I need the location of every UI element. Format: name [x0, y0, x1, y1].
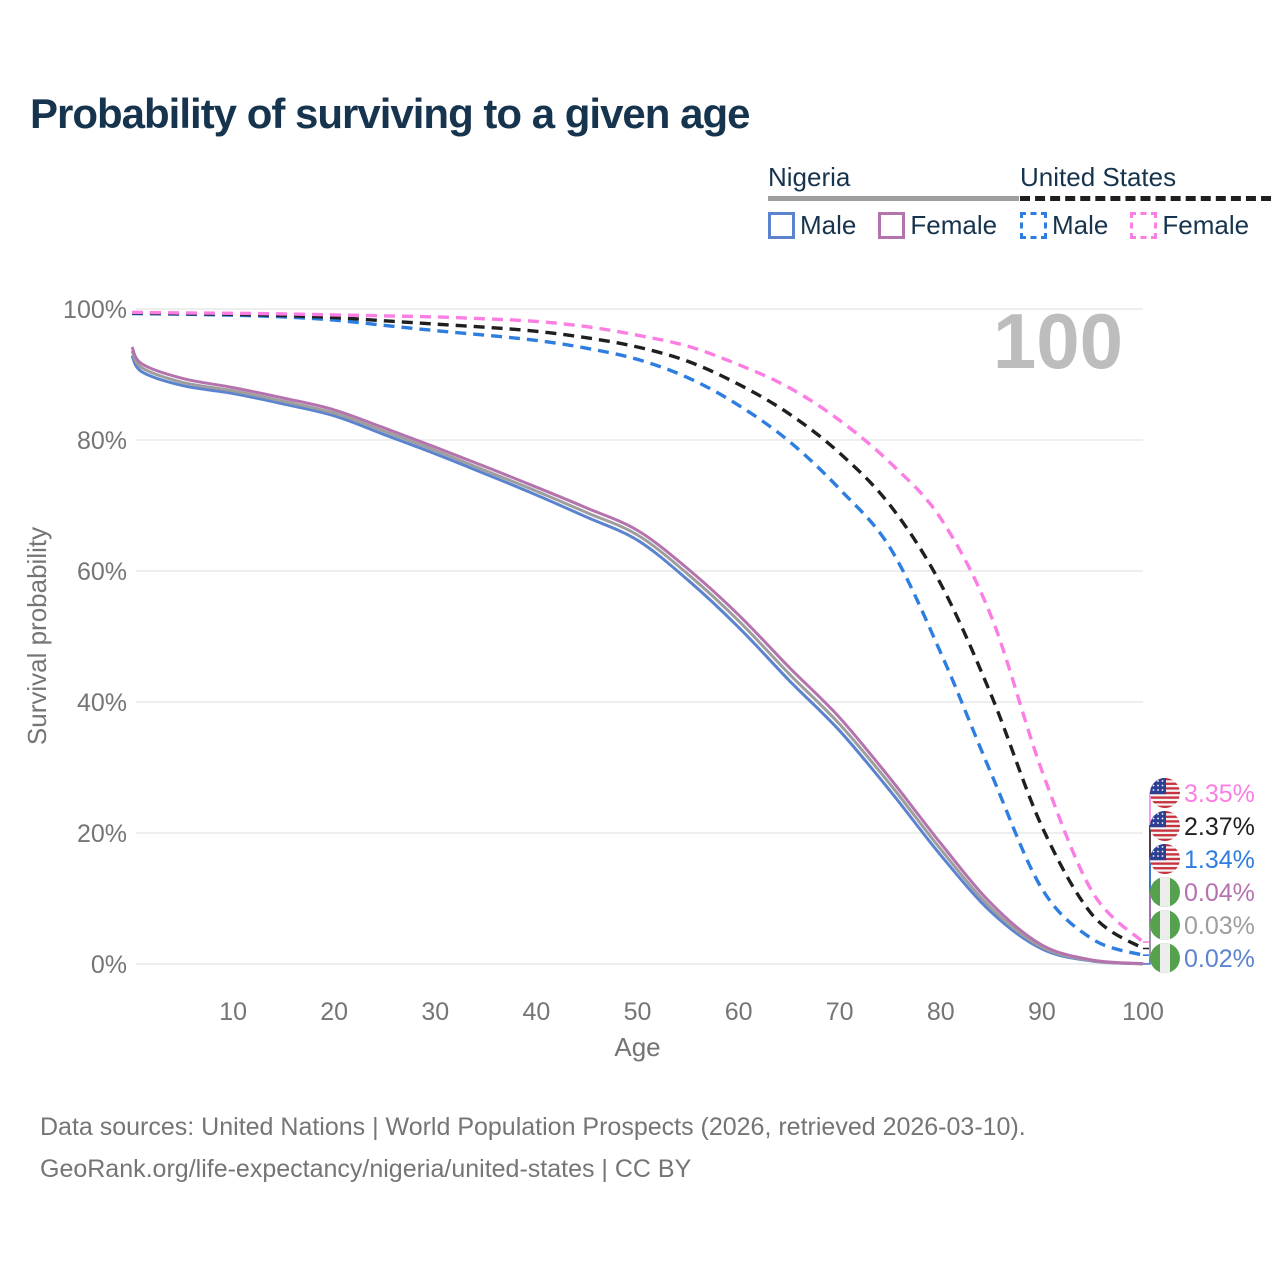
series-us-male [131, 311, 1144, 957]
flag-united-states-icon [1150, 844, 1180, 874]
legend-underline-nigeria [768, 196, 1020, 201]
end-label-value-ng-male: 0.02% [1184, 945, 1255, 973]
end-label-value-ng-both: 0.03% [1184, 912, 1255, 940]
legend-item-nigeria-male[interactable]: Male [768, 210, 856, 241]
y-tick-label: 60% [77, 558, 127, 586]
footer-attribution-line: GeoRank.org/life-expectancy/nigeria/unit… [40, 1155, 692, 1183]
legend-group-united-states: United States Male Female [1020, 162, 1272, 241]
series-ng-male [130, 354, 1144, 966]
us-male-swatch-icon [1020, 212, 1047, 239]
y-tick-label: 100% [63, 296, 127, 324]
end-label-value-us-female: 3.35% [1184, 780, 1255, 808]
series-ng-female [130, 346, 1144, 966]
legend-group-title-united-states: United States [1020, 162, 1177, 192]
y-tick-label: 40% [77, 689, 127, 717]
x-tick-label: 20 [320, 998, 348, 1026]
us-female-swatch-icon [1130, 212, 1158, 239]
nigeria-female-swatch-icon [878, 212, 906, 239]
legend-item-label: Female [1162, 210, 1250, 240]
x-tick-label: 70 [826, 998, 854, 1026]
end-label-value-us-both: 2.37% [1184, 813, 1255, 841]
footer: Data sources: United Nations | World Pop… [40, 1106, 1026, 1190]
x-tick-label: 80 [927, 998, 955, 1026]
legend-item-label: Female [910, 210, 998, 240]
legend-item-us-male[interactable]: Male [1020, 210, 1108, 241]
legend-group-nigeria: Nigeria Male Female [768, 162, 1020, 241]
series-us-both [131, 311, 1144, 950]
nigeria-male-swatch-icon [768, 212, 795, 239]
legend-item-label: Male [800, 210, 857, 240]
flag-nigeria-icon [1150, 943, 1180, 973]
age-watermark: 100 [993, 297, 1123, 385]
legend-item-us-female[interactable]: Female [1130, 210, 1249, 241]
flag-united-states-icon [1150, 778, 1180, 808]
x-tick-label: 90 [1028, 998, 1056, 1026]
y-axis-title: Survival probability [22, 527, 52, 745]
x-tick-label: 100 [1122, 998, 1164, 1026]
x-tick-label: 60 [725, 998, 753, 1026]
end-label-value-ng-female: 0.04% [1184, 879, 1255, 907]
x-tick-label: 40 [522, 998, 550, 1026]
flag-nigeria-icon [1150, 877, 1180, 907]
flag-united-states-icon [1150, 811, 1180, 841]
series-us-female [131, 310, 1145, 944]
y-tick-label: 20% [77, 820, 127, 848]
legend-item-nigeria-female[interactable]: Female [878, 210, 997, 241]
end-label-value-us-male: 1.34% [1184, 846, 1255, 874]
legend: Nigeria Male Female United States Male [0, 162, 1280, 252]
legend-group-title-nigeria: Nigeria [768, 162, 851, 192]
legend-underline-united-states [1020, 196, 1272, 201]
x-tick-label: 10 [219, 998, 247, 1026]
x-tick-label: 30 [421, 998, 449, 1026]
footer-source-line: Data sources: United Nations | World Pop… [40, 1113, 1026, 1141]
flag-nigeria-icon [1150, 910, 1180, 940]
x-tick-label: 50 [624, 998, 652, 1026]
legend-item-label: Male [1052, 210, 1109, 240]
series-ng-both [130, 350, 1144, 966]
page-title: Probability of surviving to a given age [30, 90, 750, 137]
x-axis-title: Age [614, 1032, 660, 1062]
y-tick-label: 80% [77, 427, 127, 455]
y-tick-label: 0% [91, 951, 127, 979]
